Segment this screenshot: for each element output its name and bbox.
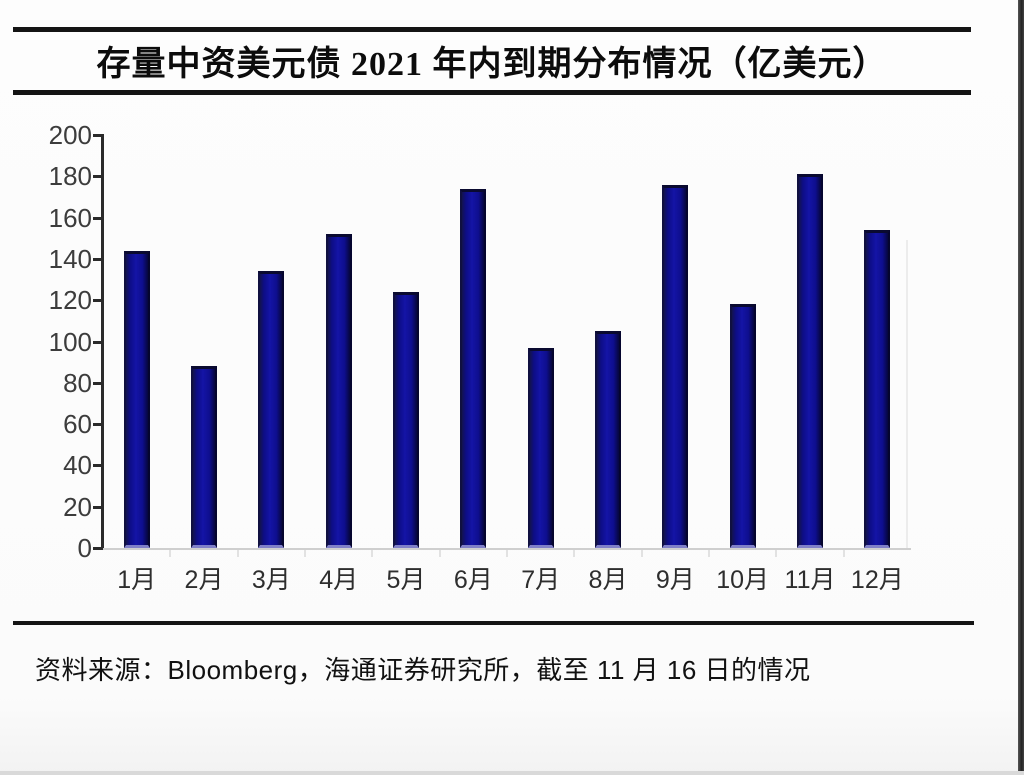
page-right-border — [1018, 0, 1024, 775]
x-axis-minor-tick — [573, 550, 576, 557]
bar-5月 — [393, 291, 419, 548]
y-axis-label-40: 40 — [63, 450, 92, 481]
x-axis-label-3月: 3月 — [251, 566, 291, 594]
y-axis-tick-200 — [93, 134, 102, 137]
y-axis-label-200: 200 — [48, 120, 92, 150]
bar-6月 — [460, 188, 487, 548]
x-axis-minor-tick — [842, 550, 845, 557]
bar-1月 — [123, 250, 150, 548]
top-rule — [13, 27, 971, 32]
y-axis-label-0: 0 — [77, 533, 92, 563]
x-axis-baseline — [103, 548, 911, 550]
chart-title: 存量中资美元债 2021 年内到期分布情况（亿美元） — [96, 46, 888, 83]
x-axis-minor-tick — [236, 550, 239, 557]
x-axis-label-2月: 2月 — [184, 566, 224, 594]
page-bottom-border — [0, 771, 1024, 775]
x-axis-minor-tick — [640, 550, 643, 557]
bar-3月 — [258, 271, 285, 548]
bar-4月 — [325, 234, 352, 548]
bar-chart-plot: 0 20 40 60 80 100 120 140 160 180 200 1月 2月 3月 4月 5月 6月 7… — [48, 120, 911, 594]
x-axis-label-11月: 11月 — [784, 566, 836, 594]
y-axis-tick-120 — [93, 299, 102, 303]
bar-8月 — [595, 331, 621, 548]
y-axis-tick-180 — [93, 175, 102, 179]
bar-12月 — [864, 229, 891, 548]
x-axis-label-10月: 10月 — [716, 566, 770, 594]
x-axis-minor-tick — [438, 550, 441, 557]
source-note: 资料来源：Bloomberg，海通证券研究所，截至 11 月 16 日的情况 — [35, 655, 811, 685]
x-axis-label-1月: 1月 — [117, 566, 157, 594]
x-axis-minor-tick — [708, 550, 710, 557]
plot-right-edge — [906, 240, 908, 548]
x-axis-minor-tick — [506, 550, 508, 557]
x-axis-label-9月: 9月 — [655, 566, 695, 594]
y-axis-label-80: 80 — [63, 367, 92, 398]
x-axis-minor-tick — [775, 550, 778, 557]
bar-9月 — [662, 184, 689, 548]
y-axis-tick-100 — [93, 340, 102, 344]
y-axis-label-100: 100 — [48, 326, 92, 357]
y-axis-line — [101, 134, 104, 550]
y-axis-label-180: 180 — [48, 161, 92, 192]
y-axis-tick-140 — [93, 257, 102, 261]
x-axis-label-6月: 6月 — [453, 566, 493, 594]
y-axis-label-60: 60 — [63, 409, 92, 440]
y-axis-label-140: 140 — [48, 243, 92, 274]
x-axis-label-8月: 8月 — [588, 566, 628, 594]
y-axis-tick-60 — [93, 423, 102, 427]
x-axis-label-4月: 4月 — [319, 566, 359, 594]
x-axis-minor-tick — [169, 550, 172, 557]
title-bottom-rule — [13, 90, 971, 95]
bar-11月 — [797, 174, 823, 548]
y-axis-label-160: 160 — [48, 202, 92, 233]
y-axis-tick-0 — [93, 547, 102, 550]
y-axis-label-20: 20 — [63, 491, 92, 522]
y-axis-tick-20 — [93, 505, 102, 509]
y-axis-tick-80 — [93, 381, 102, 385]
x-axis-minor-tick — [304, 550, 306, 557]
bar-2月 — [191, 366, 217, 548]
bar-10月 — [729, 304, 756, 548]
x-axis-label-7月: 7月 — [521, 566, 561, 594]
y-axis-tick-160 — [93, 216, 102, 220]
x-axis-label-5月: 5月 — [386, 566, 426, 594]
bar-7月 — [527, 347, 554, 548]
y-axis-label-120: 120 — [48, 285, 92, 316]
source-divider-rule — [13, 621, 974, 625]
x-axis-minor-tick — [371, 550, 374, 557]
x-axis-label-12月: 12月 — [850, 566, 904, 594]
y-axis-tick-40 — [93, 464, 102, 468]
